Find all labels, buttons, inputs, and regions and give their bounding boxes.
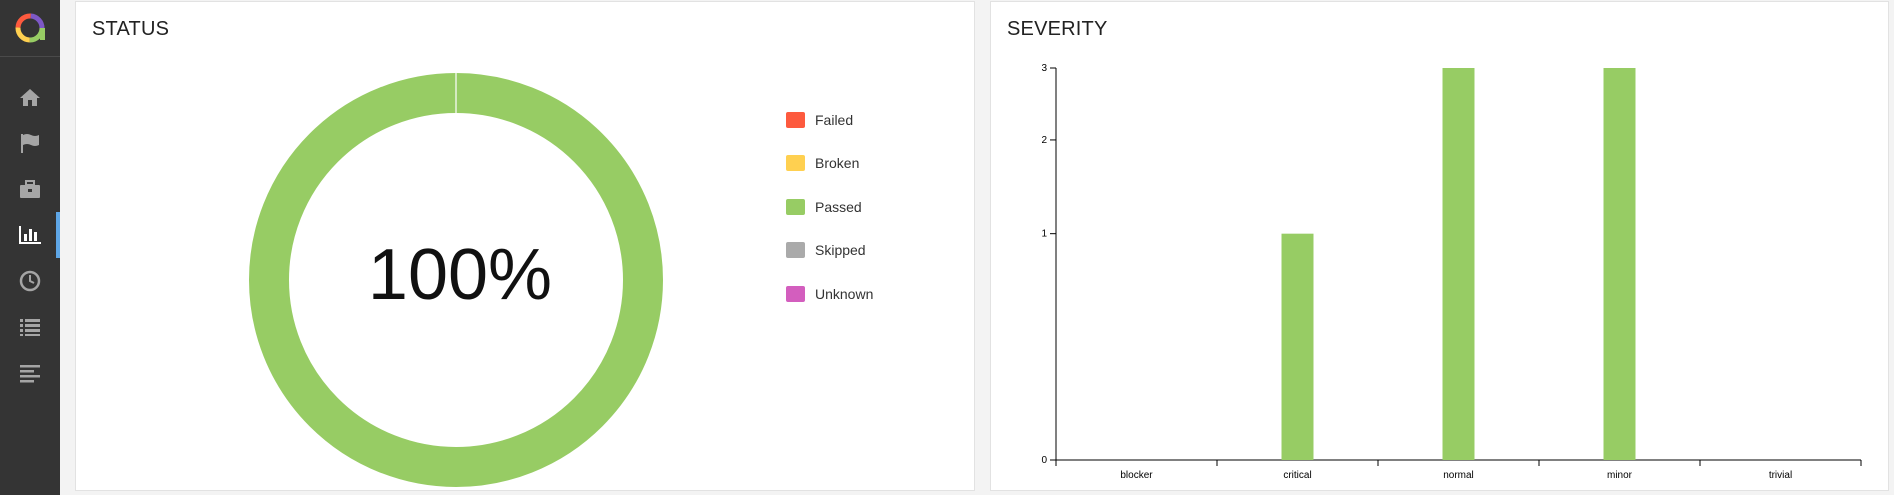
status-legend: Failed Broken Passed Skipped Unknown (786, 98, 873, 316)
bar-chart-icon (19, 226, 41, 244)
x-tick-label: blocker (1120, 470, 1153, 481)
sidebar-item-graphs[interactable] (0, 212, 60, 258)
status-percent-label: 100% (367, 235, 553, 315)
clock-icon (19, 270, 41, 292)
status-donut-chart (249, 73, 663, 487)
legend-item-unknown[interactable]: Unknown (786, 272, 873, 316)
legend-label: Skipped (815, 242, 866, 259)
legend-swatch (786, 111, 805, 128)
legend-label: Failed (815, 111, 854, 128)
severity-widget: SEVERITY 0 1 2 3 blocker critical normal minor t… (990, 1, 1889, 491)
bar-normal[interactable] (1442, 68, 1475, 460)
sidebar-item-suites[interactable] (0, 166, 60, 212)
briefcase-icon (20, 180, 40, 198)
sidebar-item-overview[interactable] (0, 74, 60, 120)
flag-icon (21, 134, 39, 153)
y-tick-label: 1 (1041, 229, 1047, 240)
sidebar-item-packages[interactable] (0, 350, 60, 396)
home-icon (20, 89, 40, 106)
legend-swatch (786, 155, 805, 172)
y-tick-label: 0 (1041, 455, 1047, 466)
severity-bar-chart: 0 1 2 3 blocker critical normal minor trivial (1041, 63, 1862, 481)
y-tick-label: 2 (1041, 135, 1047, 146)
sidebar-nav (0, 74, 60, 396)
legend-swatch (786, 285, 805, 302)
status-title: STATUS (92, 18, 170, 40)
legend-label: Broken (815, 155, 860, 172)
sidebar-item-timeline[interactable] (0, 258, 60, 304)
legend-label: Passed (815, 198, 862, 215)
x-tick-label: critical (1283, 470, 1311, 481)
severity-title: SEVERITY (1007, 18, 1108, 40)
legend-swatch (786, 242, 805, 259)
legend-item-skipped[interactable]: Skipped (786, 229, 873, 273)
sidebar-item-categories[interactable] (0, 120, 60, 166)
align-left-icon (20, 365, 40, 383)
legend-item-broken[interactable]: Broken (786, 142, 873, 186)
bar-critical[interactable] (1281, 233, 1314, 460)
sidebar-item-behaviors[interactable] (0, 304, 60, 350)
y-tick-label: 3 (1041, 63, 1047, 74)
bar-minor[interactable] (1603, 68, 1636, 460)
legend-item-failed[interactable]: Failed (786, 98, 873, 142)
x-tick-label: minor (1607, 470, 1633, 481)
legend-swatch (786, 198, 805, 215)
legend-item-passed[interactable]: Passed (786, 185, 873, 229)
x-tick-label: trivial (1769, 470, 1792, 481)
status-widget: STATUS 100% Failed Broken Passed Skipped Unk… (75, 1, 975, 491)
sidebar (0, 0, 60, 495)
list-icon (20, 319, 40, 336)
x-tick-label: normal (1443, 470, 1474, 481)
legend-label: Unknown (815, 285, 874, 302)
allure-logo-icon[interactable] (0, 0, 60, 57)
